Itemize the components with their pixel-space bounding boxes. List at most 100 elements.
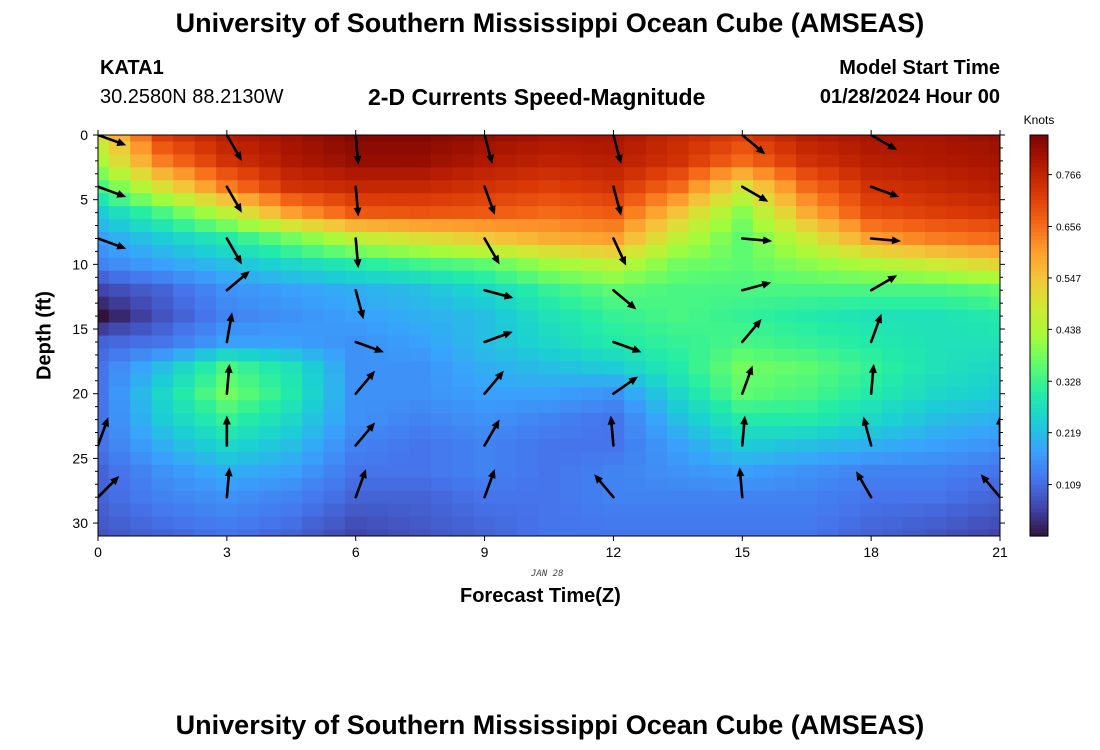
heatmap-cell [624, 283, 647, 298]
heatmap-cell [344, 154, 368, 168]
heatmap-cell [280, 490, 303, 505]
heatmap-cell [667, 206, 690, 220]
heatmap-cell [302, 206, 325, 220]
heatmap-cell [924, 283, 947, 298]
heatmap-cell [688, 335, 711, 350]
heatmap-cell [173, 141, 196, 156]
heatmap-cell [924, 244, 947, 259]
colorbar-tick-label: 0.109 [1056, 481, 1081, 492]
heatmap-cell [924, 296, 947, 311]
heatmap-cell [194, 438, 217, 453]
colorbar-segment [1030, 363, 1048, 369]
x-tick-label: 12 [606, 544, 622, 560]
heatmap-cell [495, 135, 518, 143]
heatmap-cell [667, 529, 690, 536]
colorbar-segment [1030, 371, 1048, 377]
heatmap-cell [731, 141, 754, 156]
heatmap-cell [881, 529, 904, 536]
heatmap-cell [602, 193, 625, 207]
heatmap-cell [280, 400, 303, 414]
heatmap-cell [344, 477, 368, 492]
heatmap-cell [667, 296, 690, 311]
heatmap-cell [774, 167, 797, 181]
heatmap-cell [108, 374, 131, 388]
heatmap-cell [259, 400, 282, 414]
heatmap-cell [688, 309, 711, 324]
heatmap-cell [838, 516, 862, 531]
heatmap-cell [581, 335, 604, 350]
heatmap-cell [924, 193, 947, 207]
heatmap-cell [795, 180, 819, 194]
heatmap-cell [795, 283, 819, 298]
heatmap-cell [409, 180, 432, 194]
heatmap-cell [237, 426, 260, 440]
heatmap-cell [710, 361, 733, 375]
heatmap-cell [516, 141, 539, 156]
heatmap-cell [430, 206, 453, 220]
heatmap-cell [452, 232, 475, 246]
heatmap-cell [98, 270, 110, 285]
colorbar-segment [1030, 339, 1048, 345]
heatmap-cell [473, 529, 496, 536]
current-vector [740, 135, 766, 155]
heatmap-cell [259, 464, 282, 479]
heatmap-cell [645, 219, 668, 233]
heatmap-cell [667, 464, 690, 479]
heatmap-cell [795, 309, 819, 324]
heatmap-cell [559, 477, 582, 492]
heatmap-cell [774, 219, 797, 233]
heatmap-cell [731, 529, 754, 536]
heatmap-cell [409, 426, 432, 440]
heatmap-cell [194, 348, 217, 362]
heatmap-cell [430, 361, 453, 375]
heatmap-cell [387, 400, 411, 414]
heatmap-cell [774, 322, 797, 337]
heatmap-cell [452, 516, 475, 531]
heatmap-cell [817, 270, 840, 285]
heatmap-cell [946, 426, 969, 440]
heatmap-cell [753, 477, 776, 492]
heatmap-cell [538, 503, 561, 518]
heatmap-cell [302, 374, 325, 388]
heatmap-cell [387, 167, 411, 181]
heatmap-cell [967, 219, 990, 233]
heatmap-cell [237, 141, 260, 156]
heatmap-cell [946, 193, 969, 207]
heatmap-cell [795, 374, 819, 388]
heatmap-cell [151, 413, 174, 427]
heatmap-cell [710, 490, 733, 505]
heatmap-cell [452, 270, 475, 285]
heatmap-cell [795, 135, 819, 143]
colorbar-segment [1030, 467, 1048, 473]
current-vector [353, 237, 362, 269]
heatmap-cell [194, 516, 217, 531]
heatmap-cell [624, 167, 647, 181]
heatmap-cell [108, 296, 131, 311]
heatmap-cell [108, 361, 131, 375]
colorbar-segment [1030, 259, 1048, 264]
heatmap-cell [903, 296, 926, 311]
current-vector [483, 469, 496, 499]
colorbar-segment [1030, 275, 1048, 280]
heatmap-cell [108, 426, 131, 440]
heatmap-cell [710, 348, 733, 362]
heatmap-cell [280, 413, 303, 427]
heatmap-cell [194, 232, 217, 246]
heatmap-cell [838, 426, 862, 440]
heatmap-cell [194, 206, 217, 220]
heatmap-cell [559, 529, 582, 536]
heatmap-cell [581, 322, 604, 337]
heatmap-cell [538, 400, 561, 414]
heatmap-cell [452, 413, 475, 427]
heatmap-cell [538, 244, 561, 259]
heatmap-cell [194, 154, 217, 168]
heatmap-cell [430, 400, 453, 414]
heatmap-cell [860, 206, 883, 220]
heatmap-cell [98, 438, 110, 453]
heatmap-cell [946, 296, 969, 311]
heatmap-cell [495, 387, 518, 401]
heatmap-cell [516, 477, 539, 492]
heatmap-cell [409, 309, 432, 324]
current-vector [980, 474, 1000, 499]
heatmap-cell [259, 426, 282, 440]
